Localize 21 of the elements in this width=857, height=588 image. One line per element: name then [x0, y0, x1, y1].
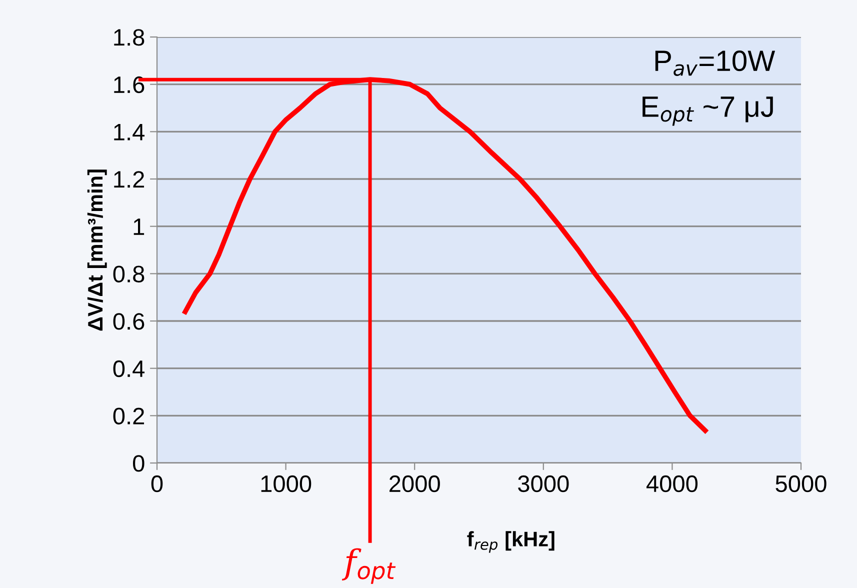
x-tick-label: 3000 — [518, 475, 569, 492]
y-tick-label: 1 — [134, 218, 144, 235]
y-tick-label: 1.4 — [114, 124, 145, 140]
y-tick-label: 1.6 — [114, 76, 144, 94]
ref-line-label: f$_{opt}$ — [342, 548, 396, 584]
x-tick-label: 0 — [151, 475, 163, 492]
x-tick-label: 5000 — [776, 475, 826, 492]
x-tick-label: 2000 — [390, 475, 440, 492]
y-tick-label: 0.2 — [113, 408, 144, 424]
annotation: E$_{opt}$ ~7 μJ — [642, 96, 773, 126]
y-tick-label: 0 — [132, 455, 144, 472]
x-tick-label: 4000 — [646, 475, 698, 492]
y-tick-label: 0.8 — [113, 266, 144, 282]
annotation: P$_{av}$=10W — [655, 50, 776, 76]
x-tick-label: 1000 — [261, 475, 312, 492]
y-axis-title: ΔV/Δt [mm³/min] — [87, 170, 107, 331]
y-tick-label: 1.8 — [114, 29, 144, 46]
y-tick-label: 0.6 — [113, 313, 144, 330]
y-tick-label: 0.4 — [113, 360, 145, 378]
x-axis-title: f$_{rep}$ [kHz] — [467, 531, 554, 553]
y-tick-label: 1.2 — [114, 171, 144, 188]
